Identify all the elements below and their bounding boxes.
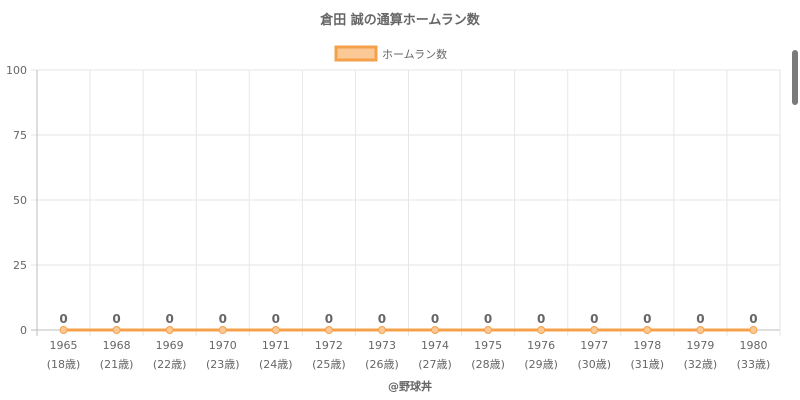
data-label: 0 [696,312,704,326]
data-point [643,326,652,334]
y-tick-label: 100 [6,64,27,77]
x-tick-sublabel: (30歳) [577,358,611,371]
data-label: 0 [537,312,545,326]
x-tick-label: 1977 [580,339,608,352]
legend[interactable]: ホームラン数 [334,45,447,62]
data-point [537,326,546,334]
data-label: 0 [484,312,492,326]
data-point [271,326,280,334]
x-tick-sublabel: (21歳) [100,358,134,371]
x-tick-label: 1979 [686,339,714,352]
x-tick-label: 1968 [103,339,131,352]
x-tick-label: 1970 [209,339,237,352]
x-tick-sublabel: (32歳) [684,358,718,371]
x-tick-sublabel: (22歳) [153,358,187,371]
x-tick-label: 1969 [156,339,184,352]
data-label: 0 [431,312,439,326]
x-tick-label: 1972 [315,339,343,352]
x-tick-sublabel: (23歳) [206,358,240,371]
x-tick-label: 1978 [633,339,661,352]
x-axis: 1965 (18歳) 1968 (21歳) 1969 (22歳) 1970 (23歳) 1971… [47,339,771,371]
data-point [324,326,333,334]
data-point [749,326,758,334]
x-tick-label: 1980 [739,339,767,352]
chart-title: 倉田 誠の通算ホームラン数 [319,12,480,28]
x-tick-sublabel: (28歳) [471,358,505,371]
x-tick-label: 1975 [474,339,502,352]
x-tick-label: 1973 [368,339,396,352]
data-point [431,326,440,334]
data-label: 0 [749,312,757,326]
data-label: 0 [590,312,598,326]
data-point [590,326,599,334]
data-label: 0 [219,312,227,326]
legend-swatch [334,45,378,62]
y-tick-label: 75 [13,129,27,142]
series-homeruns [59,326,758,334]
x-tick-sublabel: (26歳) [365,358,399,371]
y-tick-label: 0 [20,324,27,337]
y-tick-label: 50 [13,194,27,207]
x-tick-sublabel: (24歳) [259,358,293,371]
x-tick-sublabel: (29歳) [524,358,558,371]
data-label: 0 [59,312,67,326]
data-point [165,326,174,334]
y-tick-label: 25 [13,259,27,272]
x-tick-sublabel: (27歳) [418,358,452,371]
data-label: 0 [378,312,386,326]
x-tick-label: 1976 [527,339,555,352]
data-point [484,326,493,334]
legend-label: ホームラン数 [382,48,447,61]
data-label: 0 [272,312,280,326]
data-point [112,326,121,334]
x-tick-label: 1971 [262,339,290,352]
data-point [377,326,386,334]
x-tick-label: 1965 [50,339,78,352]
scrollbar[interactable] [792,50,798,105]
data-point [218,326,227,334]
data-label: 0 [325,312,333,326]
x-tick-sublabel: (31歳) [631,358,665,371]
data-label: 0 [165,312,173,326]
x-tick-sublabel: (33歳) [737,358,771,371]
data-point [696,326,705,334]
credit: @野球丼 [388,379,432,393]
y-axis: 0 25 50 75 100 [6,64,27,337]
x-tick-sublabel: (18歳) [47,358,81,371]
data-label: 0 [643,312,651,326]
data-point [59,326,68,334]
x-tick-sublabel: (25歳) [312,358,346,371]
grid [31,69,781,336]
x-tick-label: 1974 [421,339,449,352]
data-label: 0 [112,312,120,326]
data-labels: 0 0 0 0 0 0 0 0 0 0 0 0 0 0 [59,312,757,326]
